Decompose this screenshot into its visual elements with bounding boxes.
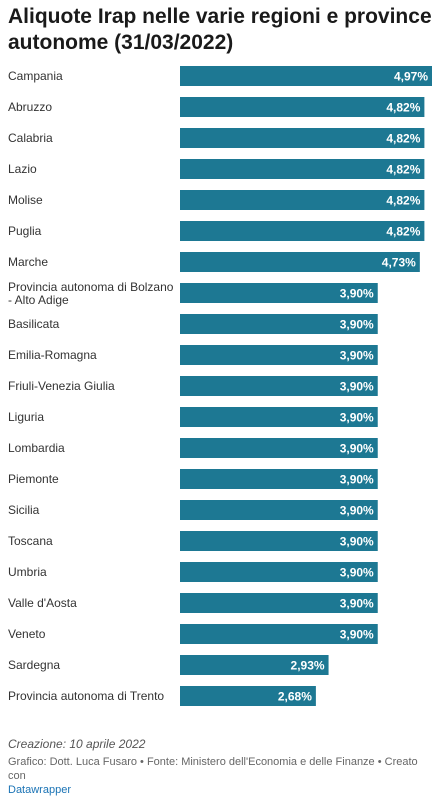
category-label-12: Lombardia: [8, 441, 65, 455]
category-label-11: Liguria: [8, 410, 44, 424]
category-label-20: Provincia autonoma di Trento: [8, 689, 164, 703]
category-label-13: Piemonte: [8, 472, 59, 486]
bar-10: [180, 376, 378, 396]
bar-1: [180, 97, 425, 117]
category-label-18: Veneto: [8, 627, 46, 641]
bar-15: [180, 531, 378, 551]
category-label-3: Lazio: [8, 162, 37, 176]
value-label-6: 4,73%: [382, 256, 416, 270]
bar-20: [180, 686, 316, 706]
value-label-19: 2,93%: [291, 659, 325, 673]
bar-16: [180, 562, 378, 582]
bar-8: [180, 314, 378, 334]
value-label-9: 3,90%: [340, 349, 374, 363]
value-label-7: 3,90%: [340, 287, 374, 301]
value-label-8: 3,90%: [340, 318, 374, 332]
category-label-6: Marche: [8, 255, 48, 269]
footer-credits: Grafico: Dott. Luca Fusaro • Fonte: Mini…: [8, 755, 436, 797]
bar-14: [180, 500, 378, 520]
value-label-2: 4,82%: [386, 132, 420, 146]
value-label-5: 4,82%: [386, 225, 420, 239]
category-label-10: Friuli-Venezia Giulia: [8, 379, 115, 393]
value-label-3: 4,82%: [386, 163, 420, 177]
category-label-14: Sicilia: [8, 503, 40, 517]
value-label-17: 3,90%: [340, 597, 374, 611]
category-label-16: Umbria: [8, 565, 47, 579]
category-label-5: Puglia: [8, 224, 42, 238]
chart-title: Aliquote Irap nelle varie regioni e prov…: [8, 5, 432, 54]
bar-13: [180, 469, 378, 489]
bar-18: [180, 624, 378, 644]
category-label-17: Valle d'Aosta: [8, 596, 77, 610]
value-label-4: 4,82%: [386, 194, 420, 208]
bar-3: [180, 159, 425, 179]
bar-17: [180, 593, 378, 613]
category-label-7: Provincia autonoma di Bolzano - Alto Adig…: [8, 280, 174, 307]
value-label-12: 3,90%: [340, 442, 374, 456]
bar-19: [180, 655, 329, 675]
bar-0: [180, 66, 432, 86]
value-label-0: 4,97%: [394, 70, 428, 84]
value-label-16: 3,90%: [340, 566, 374, 580]
category-label-0: Campania: [8, 69, 63, 83]
value-label-13: 3,90%: [340, 473, 374, 487]
bar-7: [180, 283, 378, 303]
bar-9: [180, 345, 378, 365]
value-label-15: 3,90%: [340, 535, 374, 549]
value-label-20: 2,68%: [278, 690, 312, 704]
value-label-1: 4,82%: [386, 101, 420, 115]
bar-11: [180, 407, 378, 427]
category-label-15: Toscana: [8, 534, 53, 548]
value-label-18: 3,90%: [340, 628, 374, 642]
bar-12: [180, 438, 378, 458]
value-label-11: 3,90%: [340, 411, 374, 425]
category-label-4: Molise: [8, 193, 43, 207]
creation-note: Creazione: 10 aprile 2022: [8, 737, 146, 751]
bar-4: [180, 190, 425, 210]
bar-6: [180, 252, 420, 272]
datawrapper-link[interactable]: Datawrapper: [8, 784, 71, 796]
category-label-9: Emilia-Romagna: [8, 348, 97, 362]
category-label-8: Basilicata: [8, 317, 60, 331]
category-label-19: Sardegna: [8, 658, 60, 672]
bar-5: [180, 221, 425, 241]
bar-2: [180, 128, 425, 148]
value-label-14: 3,90%: [340, 504, 374, 518]
value-label-10: 3,90%: [340, 380, 374, 394]
category-label-1: Abruzzo: [8, 100, 52, 114]
category-label-2: Calabria: [8, 131, 53, 145]
credits-text: Grafico: Dott. Luca Fusaro • Fonte: Mini…: [8, 756, 418, 782]
